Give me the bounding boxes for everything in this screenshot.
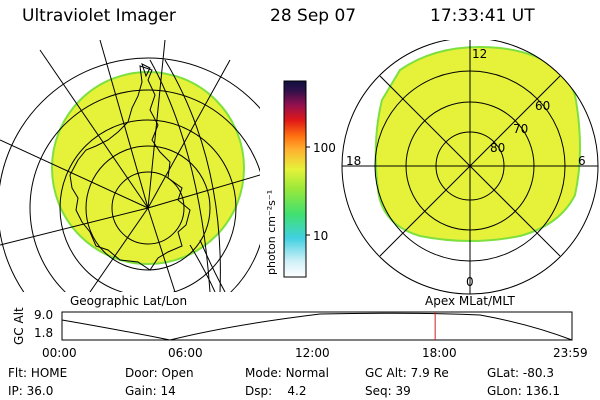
mlt-label-18: 18 (346, 154, 361, 168)
colorbar-scale (283, 80, 307, 278)
meridian-line (147, 174, 260, 209)
status-flight-value: HOME (30, 366, 68, 380)
meridian-line (99, 40, 149, 209)
timeline-x-tick: 23:59 (553, 346, 588, 360)
status-mode-value: Normal (285, 366, 329, 380)
meridian-line (0, 139, 149, 209)
status-mode: Mode: Normal Dsp: 4.2 (245, 366, 329, 398)
timeline-x-tick: 06:00 (168, 346, 203, 360)
status-gain-value: 14 (160, 384, 176, 398)
status-gc-alt: GC Alt: 7.9 Re Seq: 39 (365, 366, 449, 398)
altitude-curve (61, 312, 573, 341)
image-date: 28 Sep 07 (270, 6, 357, 26)
aurora-image-right (374, 45, 581, 242)
lat-label-70: 70 (513, 122, 528, 136)
image-time: 17:33:41 UT (430, 6, 535, 26)
latitude-circle (0, 57, 260, 292)
status-dsp-value: 4.2 (287, 384, 307, 398)
status-door-value: Open (161, 366, 194, 380)
geographic-map (0, 40, 260, 292)
meridian-line (147, 40, 166, 209)
status-glat: GLat: -80.3 GLon: 136.1 (487, 366, 560, 398)
mlt-label-6: 6 (578, 154, 586, 168)
instrument-title: Ultraviolet Imager (22, 6, 176, 26)
timeline-x-tick: 00:00 (42, 346, 77, 360)
status-seq-value: 39 (395, 384, 411, 398)
aurora-image-left (51, 71, 245, 265)
timeline-y-label: GC Alt (12, 307, 26, 345)
colorbar-tick-100: 100 (313, 141, 336, 155)
timeline-y-tick-max: 9.0 (34, 308, 54, 322)
status-door: Door: Open Gain: 14 (125, 366, 194, 398)
timeline-frame (61, 311, 573, 341)
colorbar-unit-label: photon cm⁻²s⁻¹ (265, 190, 278, 275)
latitude-circle (59, 119, 237, 292)
mlt-label-12: 12 (472, 47, 487, 61)
latitude-circle (29, 89, 260, 292)
latitude-circle (85, 145, 211, 271)
timeline-y-tick-min: 1.8 (34, 326, 54, 340)
colorbar-tick-10: 10 (313, 229, 329, 243)
colorbar: photon cm⁻²s⁻¹ (265, 80, 310, 278)
lat-label-60: 60 (535, 99, 550, 113)
coastline (141, 63, 151, 78)
meridian-line (147, 207, 176, 292)
right-panel-label: Apex MLat/MLT (425, 294, 515, 308)
meridian-line (89, 207, 149, 292)
meridian-curve (199, 239, 226, 292)
timeline-x-tick: 12:00 (295, 346, 330, 360)
mlt-label-0: 0 (466, 275, 474, 289)
meridian-line (147, 59, 231, 209)
meridian-curve (149, 59, 211, 292)
meridian-line (0, 207, 149, 246)
status-gcalt-value: 7.9 Re (410, 366, 449, 380)
timeline-plot (61, 311, 573, 341)
meridian-curve (164, 59, 221, 292)
meridian-line (39, 49, 149, 209)
status-flight: Flt: HOME IP: 36.0 (8, 366, 68, 398)
status-glat-value: -80.3 (522, 366, 554, 380)
coastline (69, 65, 191, 271)
latitude-circle (111, 171, 185, 245)
status-ip-value: 36.0 (26, 384, 54, 398)
lat-label-80: 80 (490, 141, 505, 155)
timeline-x-tick: 18:00 (422, 346, 457, 360)
left-panel-label: Geographic Lat/Lon (70, 294, 188, 308)
mlt-diagonal (379, 75, 561, 257)
status-glon-value: 136.1 (525, 384, 560, 398)
magnetic-polar-plot: 12 18 6 0 60 70 80 (341, 40, 599, 295)
meridian-curve (189, 244, 216, 292)
